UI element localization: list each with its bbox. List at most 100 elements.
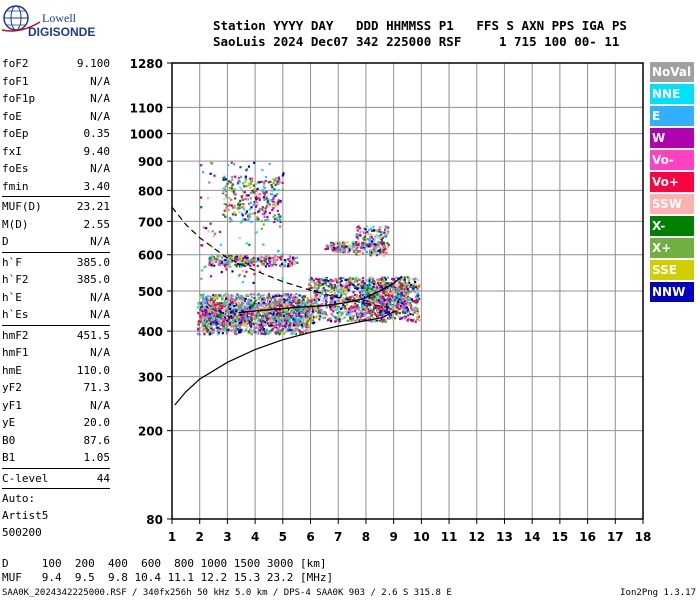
echo-point (259, 255, 262, 258)
echo-point (403, 294, 406, 298)
echo-point (290, 300, 293, 303)
echo-point (324, 299, 327, 302)
echo-point (290, 311, 293, 314)
x-tick-label: 11 (441, 530, 458, 544)
echo-point (279, 320, 282, 323)
echo-point (354, 245, 357, 249)
echo-point (239, 328, 242, 331)
echo-point (404, 315, 407, 318)
echo-point (272, 322, 275, 325)
echo-point (267, 296, 270, 299)
echo-point (364, 311, 367, 314)
echo-point (401, 285, 404, 288)
echo-point (414, 300, 417, 303)
echo-point (375, 248, 378, 251)
echo-point (257, 313, 260, 316)
echo-point (357, 283, 360, 286)
echo-point (237, 259, 240, 262)
echo-point (372, 316, 375, 319)
echo-point (240, 187, 243, 190)
echo-point (239, 331, 242, 334)
echo-point (248, 322, 252, 325)
y-tick-label: 400 (138, 325, 163, 339)
echo-point (247, 262, 250, 266)
echo-point (239, 221, 242, 224)
echo-point (227, 328, 230, 331)
echo-point (397, 311, 400, 315)
profile-curve-0 (174, 309, 397, 406)
echo-point (241, 270, 244, 273)
echo-point (292, 317, 295, 320)
echo-point (388, 301, 391, 304)
echo-point (332, 294, 335, 298)
echo-point (205, 305, 208, 308)
param-row: yF1 N/A (2, 397, 110, 415)
echo-point (237, 203, 240, 206)
echo-point (304, 314, 307, 317)
echo-point (294, 308, 297, 311)
echo-point (343, 300, 346, 303)
echo-point (224, 265, 227, 268)
echo-point (269, 322, 273, 325)
echo-point (310, 280, 314, 283)
echo-point (306, 298, 309, 301)
echo-point (248, 202, 251, 205)
echo-point (209, 161, 213, 164)
echo-point (216, 319, 219, 322)
echo-point (298, 316, 301, 320)
echo-point (389, 286, 392, 289)
echo-point (274, 183, 277, 186)
x-tick-label: 5 (279, 530, 287, 544)
echo-point (213, 174, 216, 177)
echo-point (216, 326, 219, 329)
echo-point (330, 242, 333, 245)
echo-point (200, 164, 203, 167)
echo-point (226, 316, 229, 319)
echo-point (270, 263, 273, 266)
echo-point (210, 328, 213, 331)
echo-point (272, 182, 275, 185)
echo-point (391, 306, 394, 309)
echo-point (247, 218, 250, 221)
echo-point (212, 296, 215, 299)
echo-point (230, 161, 233, 164)
echo-point (376, 278, 379, 281)
echo-point (273, 258, 276, 262)
echo-point (233, 211, 236, 214)
echo-point (375, 289, 378, 292)
echo-point (365, 295, 368, 298)
echo-point (263, 263, 266, 266)
echo-point (362, 246, 366, 249)
echo-point (227, 259, 230, 262)
echo-point (235, 255, 239, 258)
echo-point (382, 248, 385, 251)
echo-point (231, 301, 234, 304)
echo-point (244, 305, 247, 308)
echo-point (233, 325, 236, 328)
echo-point (256, 322, 259, 325)
echo-point (285, 322, 288, 325)
echo-point (244, 264, 247, 267)
echo-point (289, 316, 292, 319)
echo-point (224, 316, 227, 319)
echo-point (395, 304, 398, 307)
echo-point (386, 312, 389, 315)
param-value: 385.0 (76, 273, 110, 286)
echo-point (383, 231, 386, 234)
echo-point (376, 293, 379, 296)
echo-point (221, 296, 224, 299)
echo-point (361, 289, 364, 292)
echo-point (403, 291, 406, 294)
echo-point (223, 294, 226, 297)
echo-point (268, 259, 271, 262)
echo-point (376, 302, 379, 305)
echo-point (264, 255, 267, 258)
echo-point (233, 314, 237, 318)
echo-point (217, 304, 220, 308)
echo-point (208, 320, 211, 323)
echo-point (252, 263, 256, 267)
echo-point (213, 322, 216, 325)
echo-point (272, 178, 275, 181)
echo-point (279, 316, 282, 319)
echo-point (398, 280, 401, 283)
